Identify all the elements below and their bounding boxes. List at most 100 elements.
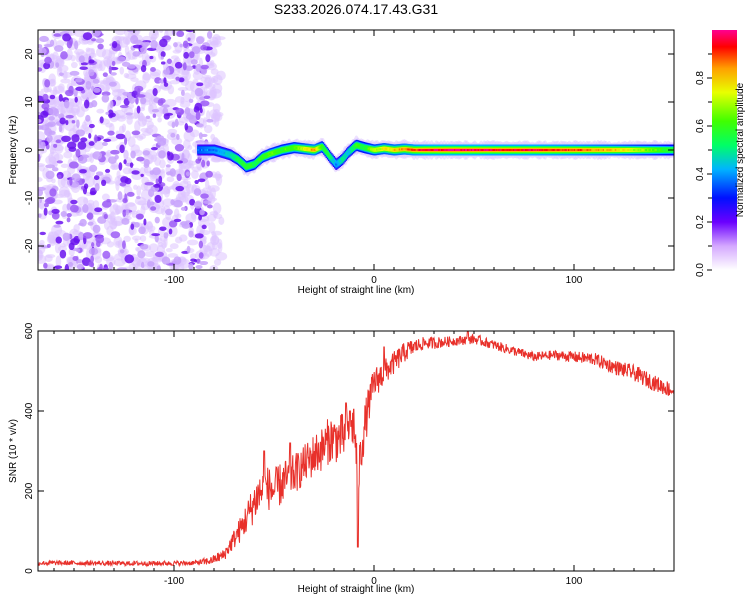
heatmap-cell — [269, 152, 272, 155]
heatmap-cell — [422, 149, 425, 151]
heatmap-cell — [63, 99, 70, 109]
heatmap-cell — [195, 123, 204, 128]
heatmap-cell — [75, 86, 85, 92]
heatmap-cell — [140, 97, 147, 105]
heatmap-cell — [162, 107, 169, 115]
heatmap-cell — [163, 232, 169, 239]
heatmap-cell — [212, 173, 223, 179]
heatmap-cell — [650, 149, 653, 151]
heatmap-cell — [307, 148, 310, 151]
heatmap-cell — [189, 253, 197, 260]
spectrogram-y-ticks: -20 -10 0 10 20 — [24, 48, 674, 253]
heatmap-cell — [53, 33, 62, 37]
heatmap-cell — [154, 157, 161, 166]
heatmap-cell — [442, 149, 445, 151]
heatmap-cell — [432, 149, 435, 151]
heatmap-cell — [250, 164, 253, 167]
heatmap-cell — [122, 240, 126, 250]
heatmap-cell — [216, 70, 226, 81]
heatmap-cell — [468, 149, 471, 151]
heatmap-cell — [584, 149, 587, 151]
heatmap-cell — [292, 146, 295, 149]
heatmap-cell — [69, 70, 80, 76]
heatmap-cell — [58, 83, 65, 92]
heatmap-cell — [66, 213, 72, 218]
heatmap-cell — [38, 164, 45, 172]
heatmap-cell — [458, 149, 461, 151]
heatmap-cell — [188, 51, 195, 59]
heatmap-cell — [108, 65, 112, 75]
heatmap-cell — [97, 216, 107, 224]
heatmap-cell — [44, 254, 53, 263]
heatmap-cell — [656, 149, 659, 151]
heatmap-cell — [48, 151, 60, 164]
heatmap-cell — [578, 149, 581, 151]
heatmap-cell — [124, 177, 132, 185]
heatmap-cell — [416, 149, 419, 151]
heatmap-cell — [451, 149, 454, 151]
heatmap-cell — [379, 148, 382, 151]
heatmap-cell — [268, 153, 271, 156]
heatmap-cell — [454, 149, 457, 151]
heatmap-cell — [103, 213, 108, 220]
colorbar-ticks: 0.0 0.2 0.4 0.6 0.8 — [695, 53, 712, 277]
heatmap-cell — [545, 149, 548, 151]
heatmap-cell — [655, 149, 658, 151]
heatmap-cell — [193, 188, 202, 196]
heatmap-cell — [81, 121, 87, 130]
heatmap-cell — [105, 84, 110, 93]
heatmap-cell — [448, 149, 451, 151]
heatmap-cell — [402, 148, 405, 151]
heatmap-cell — [629, 149, 632, 151]
heatmap-cell — [153, 183, 161, 188]
heatmap-cell — [397, 148, 400, 151]
heatmap-cell — [346, 152, 349, 155]
heatmap-cell — [635, 149, 638, 151]
heatmap-cell — [58, 94, 63, 102]
heatmap-cell — [110, 149, 120, 155]
spectrogram-x-axis-label: Height of straight line (km) — [298, 285, 415, 296]
heatmap-cell — [502, 149, 505, 151]
heatmap-cell — [124, 137, 128, 146]
heatmap-cell — [311, 148, 314, 151]
x-tick-label: 100 — [566, 275, 583, 286]
heatmap-cell — [374, 148, 377, 151]
heatmap-cell — [456, 149, 459, 151]
x-tick-label: 0 — [371, 576, 377, 587]
heatmap-cell — [218, 150, 221, 153]
heatmap-cell — [526, 149, 529, 151]
heatmap-cell — [123, 150, 129, 159]
heatmap-cell — [94, 134, 98, 143]
heatmap-cell — [125, 112, 133, 116]
heatmap-cell — [167, 128, 178, 135]
heatmap-cell — [148, 188, 155, 197]
heatmap-cell — [560, 149, 563, 151]
heatmap-cell — [364, 146, 367, 149]
heatmap-cell — [194, 233, 204, 239]
heatmap-cell — [157, 242, 164, 248]
heatmap-cell — [334, 161, 337, 164]
heatmap-cell — [246, 165, 249, 168]
snr-y-ticks: 0 200 400 600 — [24, 322, 674, 574]
heatmap-cell — [481, 149, 484, 151]
heatmap-cell — [117, 191, 123, 201]
heatmap-cell — [88, 248, 99, 256]
snr-panel: -100 0 100 0 200 400 600 Height of straight l… — [8, 322, 675, 595]
heatmap-cell — [506, 149, 509, 151]
heatmap-cell — [140, 243, 149, 250]
heatmap-cell — [344, 154, 347, 157]
heatmap-cell — [449, 149, 452, 151]
heatmap-cell — [208, 221, 216, 233]
heatmap-cell — [551, 149, 554, 151]
heatmap-cell — [616, 149, 619, 151]
heatmap-cell — [39, 197, 43, 204]
heatmap-cell — [207, 204, 213, 209]
heatmap-cell — [264, 154, 267, 157]
heatmap-cell — [497, 149, 500, 151]
heatmap-cell — [43, 207, 48, 216]
heatmap-cell — [467, 149, 470, 151]
heatmap-cell — [445, 149, 448, 151]
heatmap-cell — [70, 61, 78, 69]
heatmap-cell — [539, 149, 542, 151]
heatmap-cell — [211, 149, 214, 151]
